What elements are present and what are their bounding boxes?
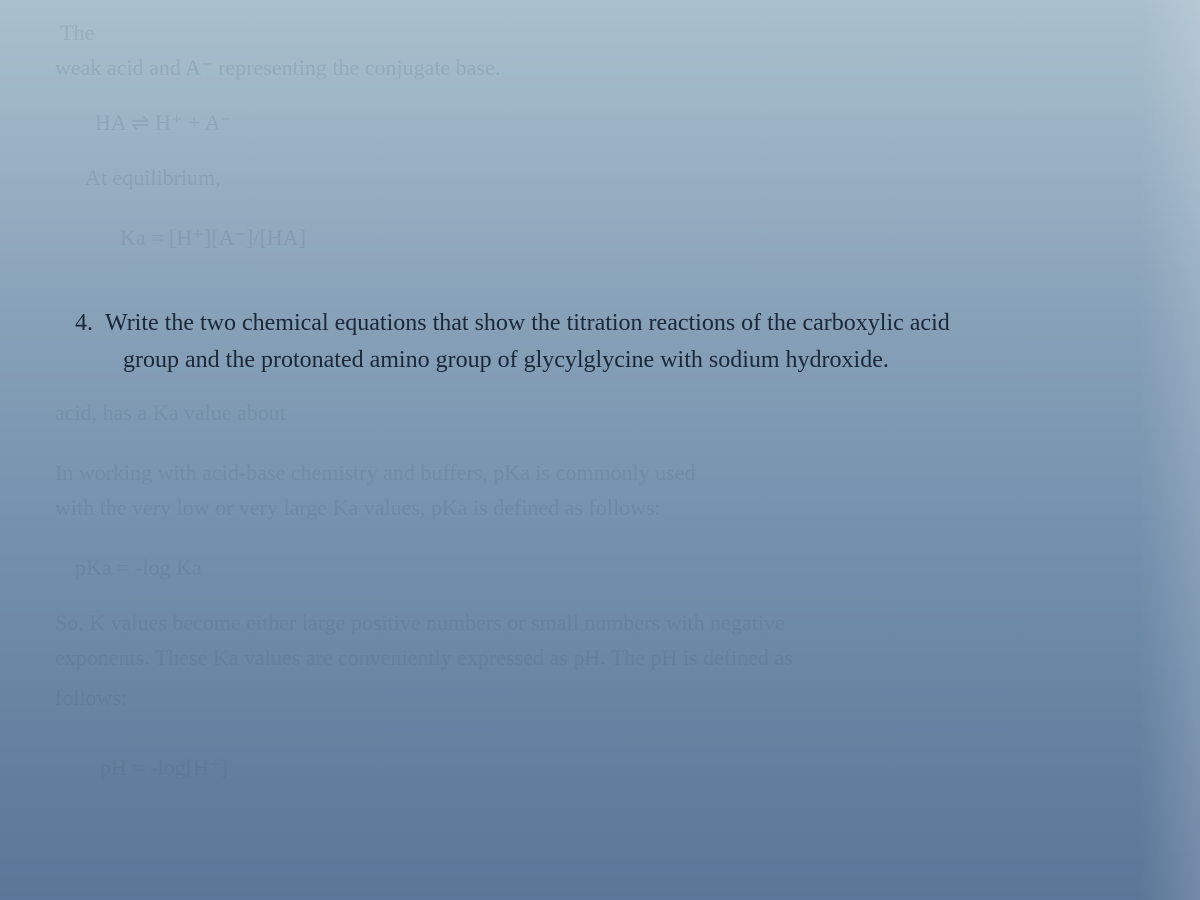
faded-text-line: follows:: [55, 680, 127, 715]
faded-text-line: pH = -log[H⁺]: [100, 750, 228, 785]
faded-text-line: So, K values become either large positiv…: [55, 605, 785, 640]
faded-text-line: In working with acid-base chemistry and …: [55, 455, 696, 490]
faded-text-line: exponents. These Ka values are convenien…: [55, 640, 793, 675]
question-number: 4.: [75, 305, 93, 342]
paper-background: The weak acid and A⁻ representing the co…: [0, 0, 1200, 900]
faded-text-line: with the very low or very large Ka value…: [55, 490, 661, 525]
page-edge-highlight: [1140, 0, 1200, 900]
question-text-line-2: group and the protonated amino group of …: [123, 342, 1150, 379]
faded-text-line: acid, has a Ka value about: [55, 395, 286, 430]
faded-text-line: HA ⇌ H⁺ + A⁻: [95, 105, 232, 140]
faded-text-line: The: [60, 15, 94, 50]
question-4: 4. Write the two chemical equations that …: [75, 305, 1150, 379]
faded-text-line: Ka = [H⁺][A⁻]/[HA]: [120, 220, 306, 255]
question-text-line-1: Write the two chemical equations that sh…: [105, 310, 950, 336]
faded-text-line: weak acid and A⁻ representing the conjug…: [55, 50, 500, 85]
faded-text-line: pKa = -log Ka: [75, 550, 202, 585]
faded-text-line: At equilibrium,: [85, 160, 221, 195]
